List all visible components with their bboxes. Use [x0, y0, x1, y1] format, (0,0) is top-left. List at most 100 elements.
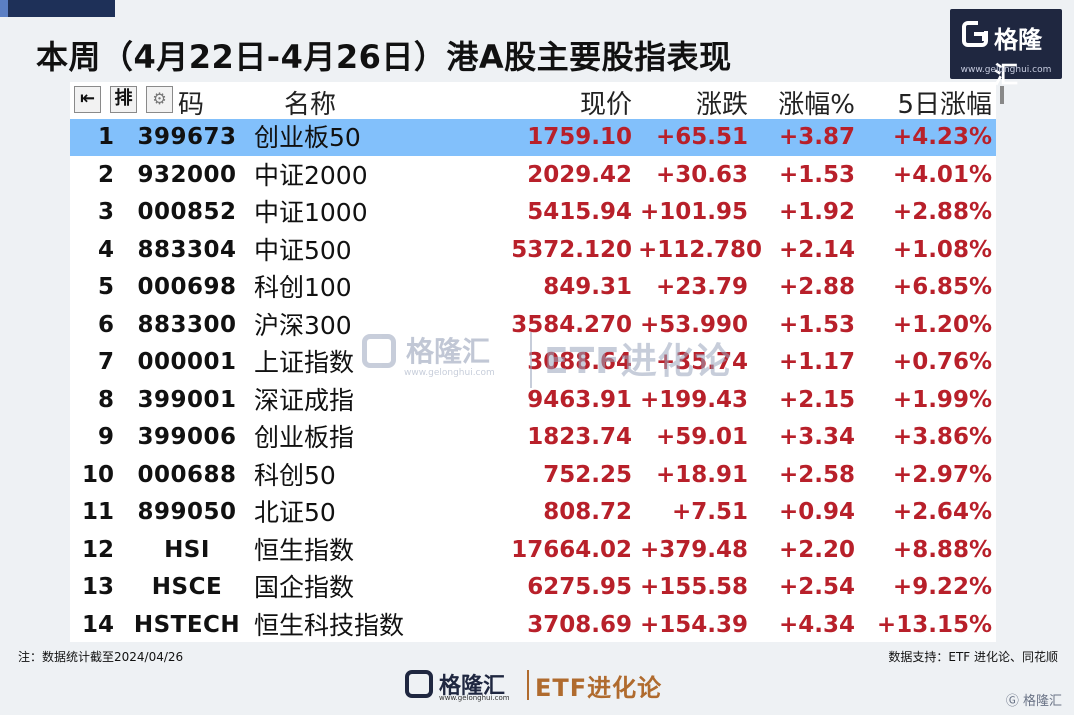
cell-pct: +2.54 — [778, 574, 855, 600]
first-page-icon[interactable]: ⇤ — [74, 86, 101, 113]
logo-url: www.gelonghui.com — [960, 65, 1052, 75]
cell-price: 5415.94 — [527, 199, 632, 225]
cell-code: 000698 — [137, 274, 237, 300]
cell-name: 科创50 — [254, 460, 336, 490]
cell-pct5: +4.01% — [892, 161, 992, 188]
cell-code: 000852 — [137, 199, 237, 225]
table-row[interactable]: 8 399001 深证成指 9463.91 +199.43 +2.15 +1.99% — [70, 382, 996, 419]
logo-name: 格隆汇 — [994, 26, 1042, 89]
cell-change: +7.51 — [671, 499, 748, 525]
cell-pct: +4.34 — [778, 611, 855, 638]
cell-pct: +1.17 — [778, 349, 855, 375]
corner-logo: Ⓖ 格隆汇 — [1006, 690, 1062, 709]
table-row[interactable]: 5 000698 科创100 849.31 +23.79 +2.88 +6.85% — [70, 269, 996, 306]
cell-code: HSCE — [151, 574, 223, 600]
cell-name: 中证2000 — [254, 160, 368, 190]
cell-code: 399673 — [137, 124, 237, 150]
header-name[interactable]: 名称 — [284, 90, 337, 120]
cell-idx: 7 — [97, 349, 114, 375]
cell-name: 科创100 — [254, 273, 352, 302]
corner-logo-name: 格隆汇 — [1022, 694, 1062, 709]
bottom-brand: ETF进化论 — [535, 674, 663, 702]
g-corner-icon: Ⓖ — [1005, 694, 1019, 709]
cell-pct: +2.15 — [778, 386, 855, 413]
cell-code: 883300 — [137, 311, 237, 338]
cell-change: +59.01 — [655, 424, 748, 450]
cell-price: 5372.120 — [511, 236, 632, 263]
cell-pct5: +6.85% — [892, 274, 992, 300]
cell-pct5: +9.22% — [892, 574, 992, 600]
bottom-logo: 格隆汇 www.gelonghui.com ETF进化论 — [405, 666, 695, 706]
cell-name: 创业板指 — [254, 423, 355, 452]
cell-change: +112.780 — [638, 236, 763, 263]
cell-pct: +3.87 — [778, 124, 855, 150]
quote-table: ⇤ 排 ⚙ 码 名称 现价 涨跌 涨幅% 5日涨幅 1 399673 创业板50 17… — [70, 82, 996, 642]
cell-change: +199.43 — [639, 386, 748, 413]
cell-idx: 1 — [97, 124, 114, 150]
cell-code: HSI — [164, 536, 210, 563]
table-row[interactable]: 14 HSTECH 恒生科技指数 3708.69 +154.39 +4.34 +13.15% — [70, 607, 996, 644]
gelonghui-logo: 格隆汇 www.gelonghui.com — [950, 9, 1062, 89]
cell-code: 932000 — [137, 161, 237, 188]
cell-name: 恒生科技指数 — [254, 610, 405, 640]
table-row[interactable]: 12 HSI 恒生指数 17664.02 +379.48 +2.20 +8.88% — [70, 532, 996, 569]
bottom-logo-url: www.gelonghui.com — [439, 694, 510, 702]
cell-name: 中证1000 — [254, 198, 368, 227]
cell-pct5: +1.08% — [892, 236, 992, 263]
cell-idx: 14 — [81, 611, 114, 638]
header-price[interactable]: 现价 — [579, 90, 632, 120]
cell-pct: +2.14 — [778, 236, 855, 263]
table-row[interactable]: 6 883300 沪深300 3584.270 +53.990 +1.53 +1.20% — [70, 307, 996, 344]
cell-change: +154.39 — [639, 611, 748, 638]
cell-idx: 9 — [97, 424, 114, 450]
bottom-logo-name: 格隆汇 — [439, 674, 506, 699]
table-row[interactable]: 11 899050 北证50 808.72 +7.51 +0.94 +2.64% — [70, 494, 996, 531]
cell-price: 752.25 — [543, 461, 632, 488]
header-change[interactable]: 涨跌 — [695, 90, 748, 120]
gear-icon[interactable]: ⚙ — [146, 86, 173, 113]
g-logo-icon — [962, 21, 988, 47]
table-row[interactable]: 1 399673 创业板50 1759.10 +65.51 +3.87 +4.23% — [70, 119, 996, 156]
cell-change: +18.91 — [655, 461, 748, 488]
footnote: 注：数据统计截至2024/04/26 — [18, 650, 184, 664]
cell-change: +101.95 — [639, 199, 748, 225]
header-pct5[interactable]: 5日涨幅 — [897, 90, 992, 120]
sort-button[interactable]: 排 — [110, 86, 137, 113]
cell-idx: 3 — [97, 199, 114, 225]
bottom-g-icon — [405, 670, 433, 698]
cell-price: 1823.74 — [527, 424, 632, 450]
cell-pct: +0.94 — [778, 499, 855, 525]
cell-pct5: +2.97% — [892, 461, 992, 488]
cell-idx: 4 — [97, 236, 114, 263]
cell-name: 北证50 — [254, 498, 336, 527]
table-header: ⇤ 排 ⚙ 码 名称 现价 涨跌 涨幅% 5日涨幅 — [70, 82, 996, 120]
cell-pct: +1.53 — [778, 161, 855, 188]
header-code[interactable]: 码 — [178, 90, 205, 120]
cell-idx: 13 — [81, 574, 114, 600]
table-row[interactable]: 13 HSCE 国企指数 6275.95 +155.58 +2.54 +9.22% — [70, 569, 996, 606]
cell-name: 恒生指数 — [254, 535, 355, 565]
table-row[interactable]: 9 399006 创业板指 1823.74 +59.01 +3.34 +3.86% — [70, 419, 996, 456]
cell-price: 808.72 — [543, 499, 632, 525]
cell-price: 9463.91 — [527, 386, 632, 413]
cell-pct5: +13.15% — [876, 611, 992, 638]
bottom-divider — [527, 670, 529, 700]
cell-price: 2029.42 — [527, 161, 632, 188]
cell-name: 沪深300 — [254, 310, 352, 340]
table-row[interactable]: 2 932000 中证2000 2029.42 +30.63 +1.53 +4.01% — [70, 157, 996, 194]
cell-pct5: +1.20% — [892, 311, 992, 338]
cell-name: 中证500 — [254, 235, 352, 265]
cell-pct5: +2.64% — [892, 499, 992, 525]
cell-name: 上证指数 — [254, 348, 355, 377]
scrollbar-thumb[interactable] — [1000, 86, 1004, 104]
cell-price: 17664.02 — [511, 536, 632, 563]
cell-change: +155.58 — [639, 574, 748, 600]
table-row[interactable]: 10 000688 科创50 752.25 +18.91 +2.58 +2.97% — [70, 457, 996, 494]
table-row[interactable]: 3 000852 中证1000 5415.94 +101.95 +1.92 +2.88% — [70, 194, 996, 231]
header-pct[interactable]: 涨幅% — [778, 90, 855, 120]
data-source: 数据支持：ETF 进化论、同花顺 — [888, 650, 1058, 664]
cell-change: +30.63 — [655, 161, 748, 188]
table-row[interactable]: 7 000001 上证指数 3088.64 +35.74 +1.17 +0.76% — [70, 344, 996, 381]
cell-name: 深证成指 — [254, 385, 355, 415]
table-row[interactable]: 4 883304 中证500 5372.120 +112.780 +2.14 +1.08% — [70, 232, 996, 269]
